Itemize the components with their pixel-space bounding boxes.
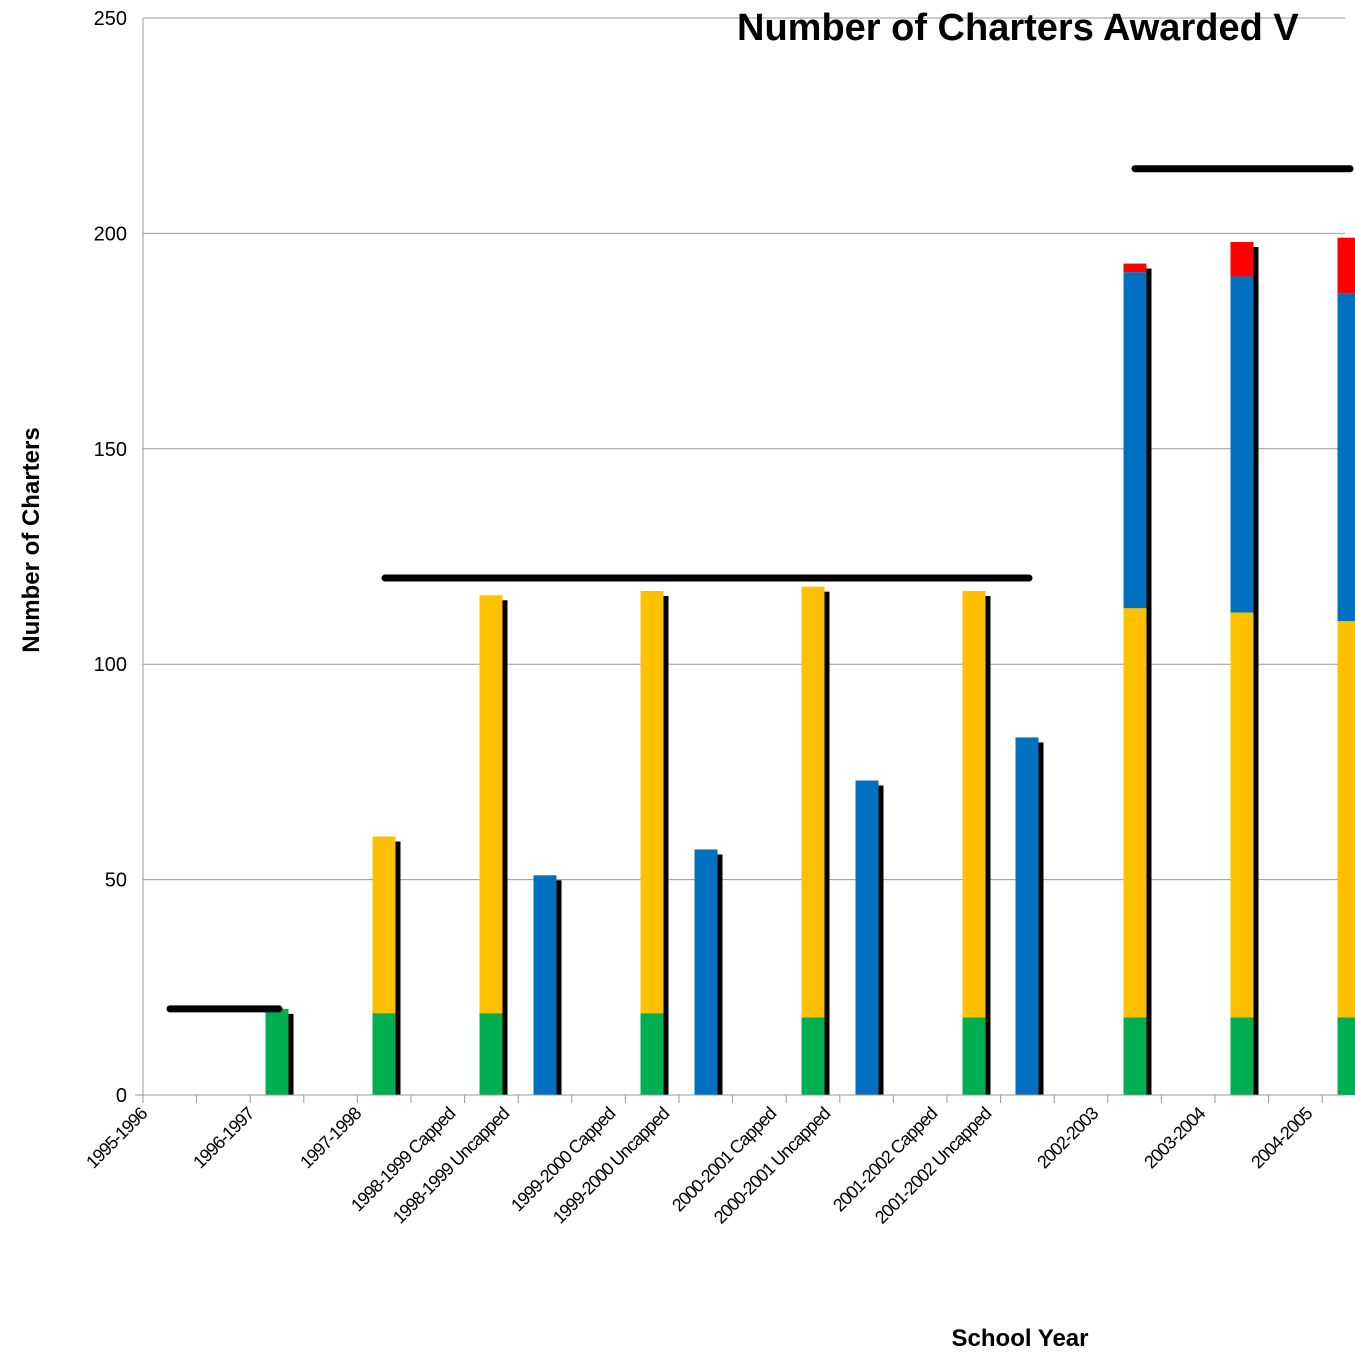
bar-shadow	[1146, 268, 1152, 1095]
bar-segment	[1123, 608, 1147, 1018]
bar-group	[855, 780, 884, 1095]
bar-segment	[1123, 272, 1147, 609]
bar-group	[265, 1008, 294, 1095]
bar-group	[694, 849, 723, 1095]
bar-segment	[962, 590, 986, 1018]
x-tick-label: 2003-2004	[1140, 1103, 1209, 1172]
bar-segment	[265, 1008, 289, 1095]
y-tick-label: 250	[94, 8, 127, 30]
bar-shadow	[502, 600, 508, 1095]
bar-group	[479, 595, 508, 1095]
bar-segment	[640, 1013, 664, 1095]
x-tick-label: 1995-1996	[82, 1103, 151, 1172]
bar-segment	[1230, 612, 1254, 1018]
bar-group	[372, 836, 401, 1095]
bar-shadow	[395, 841, 401, 1095]
bar-segment	[1230, 276, 1254, 613]
bar-segment	[694, 849, 718, 1095]
bar-segment	[479, 1013, 503, 1095]
bar-segment	[801, 586, 825, 1018]
bar-shadow	[1038, 742, 1044, 1095]
bar-segment	[640, 590, 664, 1014]
x-tick-label: 1996-1997	[189, 1103, 258, 1172]
bar-segment	[801, 1017, 825, 1095]
bar-segment	[1123, 1017, 1147, 1095]
bar-group	[640, 590, 669, 1095]
cap-lines	[166, 165, 1354, 1013]
y-tick-label: 100	[94, 654, 127, 676]
bar-segment	[1230, 242, 1254, 277]
bar-segment	[1123, 263, 1147, 273]
bar-shadow	[985, 595, 991, 1095]
y-tick-label: 0	[116, 1085, 127, 1107]
bar-shadow	[288, 1013, 294, 1095]
bar-group	[1230, 242, 1259, 1096]
bar-shadow	[878, 785, 884, 1095]
bar-segment	[962, 1017, 986, 1095]
x-tick-label: 2004-2005	[1247, 1103, 1316, 1172]
y-tick-labels: 0 50 100 150 200 250	[94, 8, 127, 1107]
bar-segment	[372, 1013, 396, 1095]
bar-shadow	[824, 591, 830, 1095]
x-tick-label: 2002-2003	[1033, 1103, 1102, 1172]
chart-title: Number of Charters Awarded V	[737, 7, 1299, 49]
bar-shadow	[1253, 247, 1259, 1096]
bar-group	[962, 590, 991, 1095]
x-tick-label: 1997-1998	[296, 1103, 365, 1172]
bar-group	[533, 875, 562, 1095]
bar-segment	[1337, 293, 1355, 622]
bar-group	[1123, 263, 1152, 1095]
bar-segment	[1015, 737, 1039, 1095]
bar-segment	[479, 595, 503, 1014]
bar-segment	[1337, 237, 1355, 294]
y-tick-label: 150	[94, 439, 127, 461]
bar-segment	[855, 780, 879, 1095]
bar-segment	[533, 875, 557, 1095]
gridlines	[143, 17, 1345, 881]
y-tick-label: 50	[105, 870, 127, 892]
bar-segment	[1337, 1017, 1355, 1095]
y-tick-label: 200	[94, 223, 127, 245]
y-axis-title: Number of Charters	[18, 427, 45, 652]
x-axis-title: School Year	[952, 1325, 1089, 1352]
bar-segment	[1230, 1017, 1254, 1095]
bars	[265, 237, 1355, 1096]
bar-group	[1015, 737, 1044, 1095]
bar-shadow	[717, 854, 723, 1095]
bar-group	[1337, 237, 1355, 1095]
bar-shadow	[556, 880, 562, 1095]
bar-segment	[372, 836, 396, 1014]
bar-shadow	[663, 595, 669, 1095]
bar-segment	[1337, 621, 1355, 1018]
bar-group	[801, 586, 830, 1095]
axes	[135, 18, 1345, 1103]
